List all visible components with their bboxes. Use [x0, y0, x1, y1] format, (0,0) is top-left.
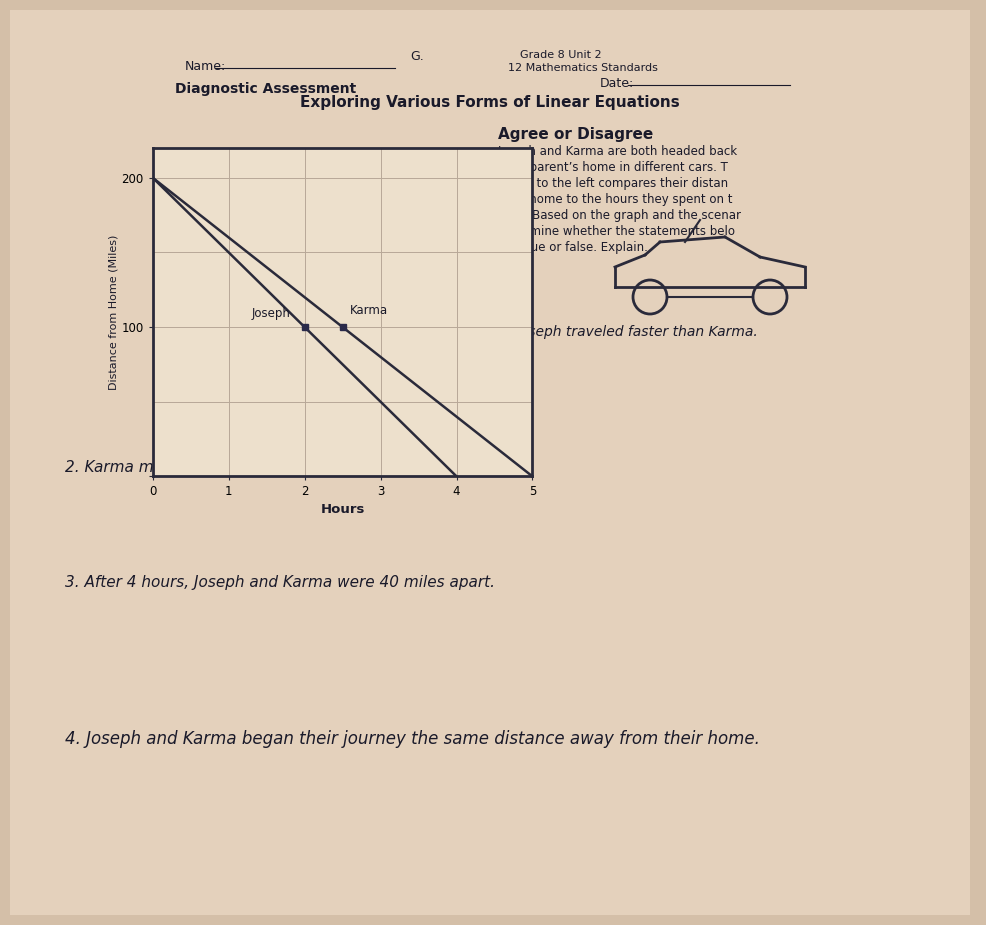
Text: 4. Joseph and Karma began their journey the same distance away from their home.: 4. Joseph and Karma began their journey … [65, 730, 760, 748]
Text: road. Based on the graph and the scenar: road. Based on the graph and the scenar [498, 209, 741, 222]
Text: 1. Joseph traveled faster than Karma.: 1. Joseph traveled faster than Karma. [498, 325, 758, 339]
Y-axis label: Distance from Home (Miles): Distance from Home (Miles) [108, 235, 118, 389]
Text: 12 Mathematics Standards: 12 Mathematics Standards [508, 63, 658, 73]
Text: Agree or Disagree: Agree or Disagree [498, 127, 654, 142]
Text: G.: G. [410, 50, 424, 63]
Text: graph to the left compares their distan: graph to the left compares their distan [498, 177, 728, 190]
Text: 3. After 4 hours, Joseph and Karma were 40 miles apart.: 3. After 4 hours, Joseph and Karma were … [65, 575, 495, 590]
FancyBboxPatch shape [10, 10, 970, 915]
Text: Diagnostic Assessment: Diagnostic Assessment [175, 82, 356, 96]
Text: determine whether the statements belo: determine whether the statements belo [498, 225, 735, 238]
Text: Exploring Various Forms of Linear Equations: Exploring Various Forms of Linear Equati… [300, 95, 679, 110]
Text: 2. Karma made it home before Joseph.: 2. Karma made it home before Joseph. [65, 460, 360, 475]
Text: Date:: Date: [600, 77, 634, 90]
Text: from home to the hours they spent on t: from home to the hours they spent on t [498, 193, 733, 206]
Text: Joseph and Karma are both headed back: Joseph and Karma are both headed back [498, 145, 739, 158]
Text: Joseph: Joseph [251, 307, 291, 320]
Text: are true or false. Explain.: are true or false. Explain. [498, 241, 648, 254]
X-axis label: Hours: Hours [320, 502, 365, 515]
Text: Karma: Karma [350, 303, 388, 316]
Text: Grade 8 Unit 2: Grade 8 Unit 2 [520, 50, 601, 60]
Text: Name:: Name: [185, 60, 226, 73]
Text: their parent’s home in different cars. T: their parent’s home in different cars. T [498, 161, 728, 174]
